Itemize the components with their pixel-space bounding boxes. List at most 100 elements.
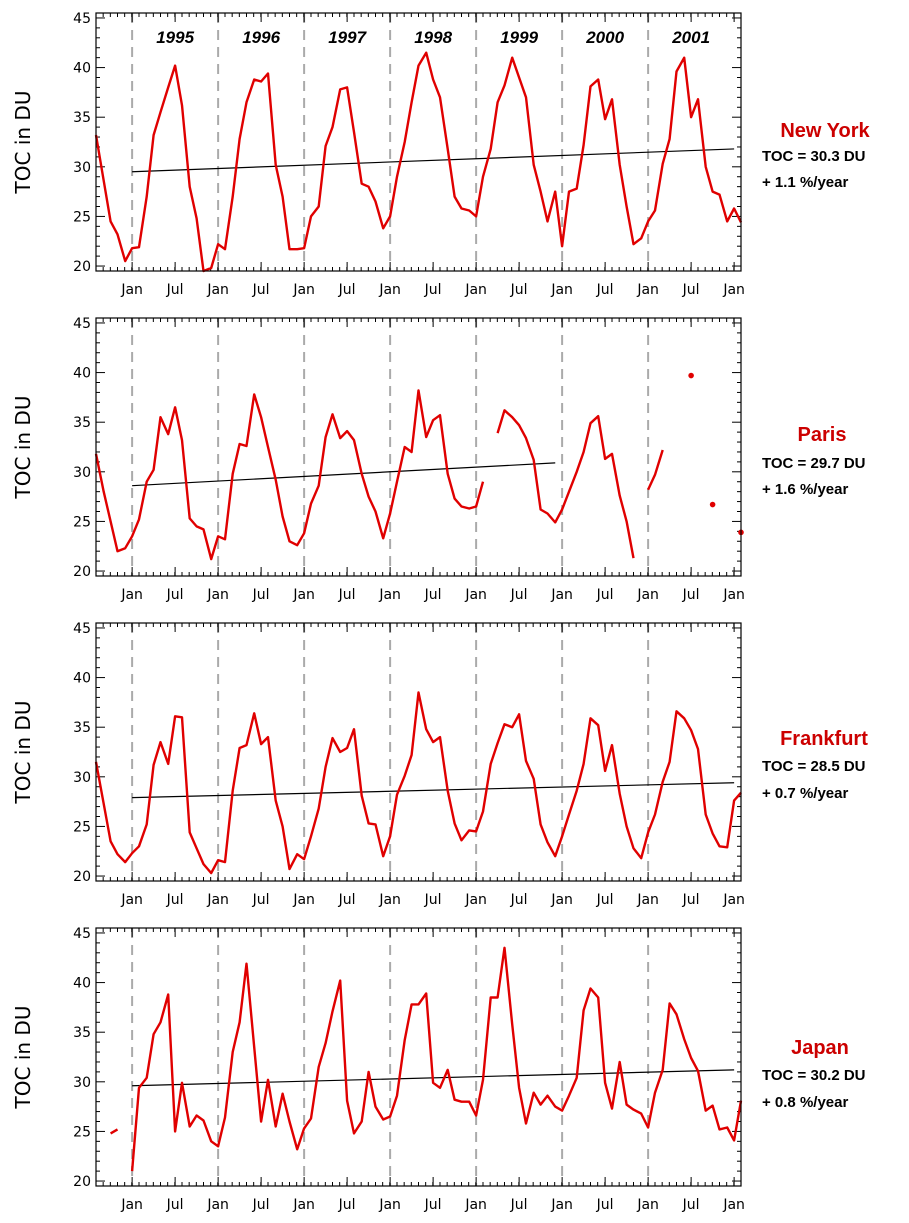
y-tick-label: 45 — [73, 926, 91, 942]
year-label: 1997 — [328, 28, 367, 47]
trend-line — [132, 148, 735, 173]
y-axis-label: TOC in DU — [11, 1006, 35, 1110]
x-tick-label: Jan — [464, 892, 487, 908]
trend-line — [132, 782, 735, 799]
x-tick-label: Jan — [550, 1197, 573, 1213]
year-label: 1999 — [500, 28, 538, 47]
x-tick-label: Jan — [550, 587, 573, 603]
x-tick-label: Jul — [510, 282, 528, 298]
x-tick-label: Jan — [206, 1197, 229, 1213]
x-tick-label: Jan — [464, 1197, 487, 1213]
y-tick-label: 40 — [73, 976, 91, 992]
y-axis-label: TOC in DU — [11, 396, 35, 500]
x-tick-label: Jul — [166, 587, 184, 603]
x-tick-label: Jul — [596, 282, 614, 298]
y-tick-label: 25 — [73, 514, 91, 530]
toc-mean: TOC = 28.5 DU — [762, 758, 866, 775]
x-tick-label: Jul — [252, 892, 270, 908]
x-tick-label: Jan — [464, 587, 487, 603]
year-label: 1995 — [156, 28, 194, 47]
plot-frame — [95, 927, 742, 1187]
x-tick-label: Jul — [424, 1197, 442, 1213]
x-tick-label: Jul — [166, 1197, 184, 1213]
x-tick-label: Jan — [378, 1197, 401, 1213]
toc-trend: + 1.6 %/year — [762, 481, 848, 498]
plot-frame — [95, 317, 742, 577]
x-tick-label: Jul — [596, 892, 614, 908]
x-tick-label: Jan — [722, 892, 745, 908]
y-tick-label: 45 — [73, 316, 91, 332]
x-tick-label: Jul — [510, 892, 528, 908]
y-tick-label: 35 — [73, 1025, 91, 1041]
x-tick-label: Jan — [292, 1197, 315, 1213]
x-tick-label: Jan — [550, 892, 573, 908]
x-tick-label: Jan — [378, 282, 401, 298]
x-tick-label: Jan — [206, 587, 229, 603]
panel-2: Jan Jul Jan Jul Jan Jul Jan Jul Jan Jul Jan Jul Jan J… — [11, 316, 866, 603]
x-tick-label: Jul — [338, 892, 356, 908]
toc-trend: + 0.7 %/year — [762, 785, 848, 802]
y-tick-label: 35 — [73, 110, 91, 126]
panel-1: Jan Jul Jan Jul Jan Jul Jan Jul Jan Jul Jan Jul Jan J… — [11, 11, 871, 298]
ozone-series-line — [94, 691, 742, 875]
ozone-point — [709, 501, 716, 508]
ozone-series-line — [109, 1128, 119, 1135]
x-tick-label: Jul — [510, 587, 528, 603]
ozone-series-line — [130, 946, 743, 1172]
x-tick-label: Jul — [338, 587, 356, 603]
y-axis-label: TOC in DU — [11, 91, 35, 195]
x-tick-label: Jul — [424, 587, 442, 603]
x-tick-label: Jul — [682, 587, 700, 603]
ozone-point — [688, 372, 694, 379]
toc-trend: + 0.8 %/year — [762, 1094, 848, 1111]
x-tick-label: Jul — [338, 1197, 356, 1213]
x-tick-label: Jan — [206, 282, 229, 298]
x-tick-label: Jan — [378, 892, 401, 908]
y-tick-label: 40 — [73, 61, 91, 77]
x-tick-label: Jan — [636, 1197, 659, 1213]
y-tick-label: 20 — [73, 1174, 91, 1190]
x-tick-label: Jan — [464, 282, 487, 298]
x-tick-label: Jan — [292, 892, 315, 908]
y-tick-label: 30 — [73, 465, 91, 481]
y-tick-label: 40 — [73, 366, 91, 382]
y-tick-label: 25 — [73, 209, 91, 225]
y-tick-label: 20 — [73, 259, 91, 275]
panel-3: Jan Jul Jan Jul Jan Jul Jan Jul Jan Jul Jan Jul Jan J… — [11, 621, 868, 908]
ozone-series-line — [496, 409, 635, 559]
x-tick-label: Jan — [636, 282, 659, 298]
y-tick-label: 45 — [73, 621, 91, 637]
x-tick-label: Jan — [636, 892, 659, 908]
station-name: Paris — [798, 424, 847, 446]
x-tick-label: Jan — [120, 282, 143, 298]
x-tick-label: Jul — [424, 892, 442, 908]
year-label: 1998 — [414, 28, 452, 47]
y-axis-label: TOC in DU — [11, 701, 35, 805]
y-tick-label: 30 — [73, 770, 91, 786]
y-tick-label: 30 — [73, 160, 91, 176]
year-label: 2001 — [671, 28, 710, 47]
x-tick-label: Jan — [378, 587, 401, 603]
year-label: 2000 — [585, 28, 624, 47]
station-name: Frankfurt — [780, 728, 868, 750]
plot-frame — [95, 12, 742, 272]
panel-4: Jan Jul Jan Jul Jan Jul Jan Jul Jan Jul Jan Jul Jan J… — [11, 926, 866, 1213]
x-tick-label: Jan — [120, 1197, 143, 1213]
x-tick-label: Jan — [120, 892, 143, 908]
station-name: Japan — [791, 1037, 849, 1059]
x-tick-label: Jan — [722, 587, 745, 603]
station-name: New York — [780, 120, 870, 142]
y-tick-label: 20 — [73, 869, 91, 885]
ozone-series-line — [647, 449, 664, 491]
x-tick-label: Jul — [338, 282, 356, 298]
trend-line — [132, 462, 556, 487]
ozone-series-line — [94, 51, 743, 273]
toc-trend: + 1.1 %/year — [762, 174, 848, 191]
y-tick-label: 30 — [73, 1075, 91, 1091]
x-tick-label: Jul — [682, 892, 700, 908]
y-tick-label: 25 — [73, 1124, 91, 1140]
y-tick-label: 45 — [73, 11, 91, 27]
x-tick-label: Jul — [424, 282, 442, 298]
toc-mean: TOC = 30.2 DU — [762, 1067, 866, 1084]
